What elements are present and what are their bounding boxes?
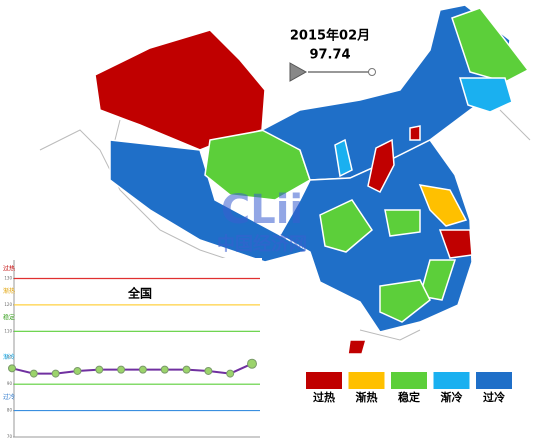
data-point <box>51 369 60 378</box>
chart-panel <box>0 258 262 442</box>
region <box>384 209 421 237</box>
zone-label: 渐冷 <box>3 353 15 361</box>
y-tick-label: 90 <box>7 381 13 386</box>
legend-swatch <box>391 372 427 389</box>
region <box>347 339 367 355</box>
region <box>334 138 353 178</box>
slider-handle[interactable] <box>368 68 376 76</box>
region <box>419 259 457 301</box>
data-point <box>226 369 235 378</box>
play-button[interactable] <box>289 62 308 82</box>
legend-swatch <box>348 372 385 389</box>
data-point <box>182 365 191 374</box>
region <box>418 184 468 227</box>
y-tick-label: 70 <box>7 434 13 439</box>
region <box>367 138 395 194</box>
region <box>451 7 530 83</box>
legend-label: 过热 <box>313 390 335 404</box>
data-point <box>247 358 257 369</box>
region <box>438 229 473 259</box>
data-point <box>8 364 16 373</box>
region <box>94 29 266 151</box>
chart-title: 全国 <box>127 286 152 301</box>
data-point <box>29 369 38 378</box>
zone-label: 稳定 <box>3 314 15 322</box>
data-point <box>204 366 213 375</box>
zone-label: 过热 <box>3 265 15 273</box>
legend-label: 渐冷 <box>441 390 463 404</box>
legend-label: 渐热 <box>356 390 378 404</box>
y-tick-label: 110 <box>4 328 12 333</box>
map <box>39 4 531 355</box>
legend: 过热 渐热 稳定 渐冷 过冷 <box>306 372 512 404</box>
index-value: 97.74 <box>309 48 350 63</box>
date-label: 2015年02月 <box>290 28 370 44</box>
legend-label: 稳定 <box>398 390 420 404</box>
legend-swatch <box>476 372 512 389</box>
legend-swatch <box>306 372 342 389</box>
data-point <box>95 365 104 374</box>
data-point <box>73 366 82 375</box>
zone-label: 渐热 <box>3 287 15 295</box>
watermark-logo: CLii <box>221 187 303 233</box>
watermark-text: 中国经济网 <box>217 233 307 255</box>
data-point <box>138 365 147 374</box>
region <box>409 125 421 141</box>
legend-label: 过冷 <box>483 390 505 404</box>
y-tick-label: 120 <box>4 302 12 307</box>
watermark: CLii 中国经济网 <box>217 187 307 255</box>
y-tick-label: 80 <box>7 408 13 413</box>
data-point <box>117 365 126 374</box>
zone-label: 过冷 <box>3 393 15 401</box>
y-tick-label: 100 <box>4 355 12 360</box>
region <box>379 279 431 323</box>
legend-swatch <box>433 372 470 389</box>
y-tick-label: 130 <box>4 275 12 280</box>
data-point <box>160 365 169 374</box>
region <box>319 199 373 253</box>
region <box>458 77 513 113</box>
